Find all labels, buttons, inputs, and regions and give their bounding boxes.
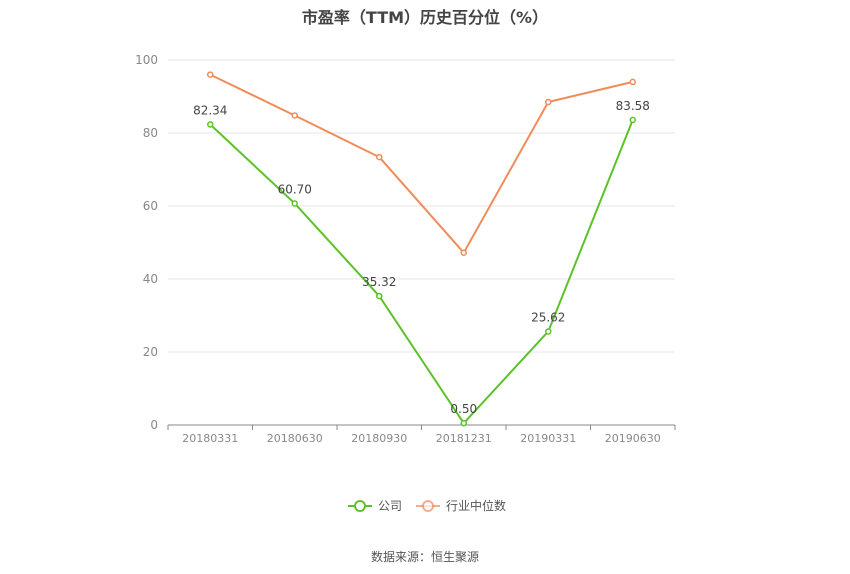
data-point <box>460 419 467 427</box>
legend-label: 行业中位数 <box>446 498 506 513</box>
data-label: 82.34 <box>193 103 227 117</box>
x-tick-label: 20190630 <box>605 432 661 445</box>
y-tick-label: 60 <box>143 199 158 213</box>
data-point <box>291 112 298 119</box>
data-label: 25.62 <box>531 310 565 324</box>
data-label: 83.58 <box>616 99 650 113</box>
series-line-公司 <box>209 119 634 425</box>
data-point <box>207 121 214 128</box>
y-tick-label: 0 <box>150 418 158 432</box>
chart-title: 市盈率（TTM）历史百分位（%） <box>301 8 549 27</box>
y-tick-label: 100 <box>135 53 158 67</box>
legend-marker-行业中位数 <box>422 500 434 512</box>
data-point <box>376 153 383 161</box>
data-point <box>545 328 552 335</box>
x-tick-label: 20180331 <box>182 432 238 445</box>
legend-label: 公司 <box>378 499 402 513</box>
x-tick-label: 20190331 <box>520 432 576 445</box>
data-point <box>629 116 636 124</box>
data-point <box>376 292 383 300</box>
y-tick-label: 40 <box>143 272 158 286</box>
x-tick-label: 20180630 <box>267 432 323 445</box>
y-tick-label: 80 <box>143 126 158 140</box>
data-point <box>291 200 298 207</box>
data-point <box>207 71 214 78</box>
data-point <box>545 98 552 106</box>
legend-marker-公司 <box>354 500 366 512</box>
data-label: 0.50 <box>450 402 477 416</box>
series-line-行业中位数 <box>209 73 633 254</box>
data-label: 35.32 <box>362 275 396 289</box>
y-tick-label: 20 <box>143 345 158 359</box>
data-source: 数据来源：恒生聚源 <box>370 550 479 564</box>
data-point <box>460 249 467 256</box>
x-tick-label: 20180930 <box>351 432 407 445</box>
x-tick-label: 20181231 <box>436 432 492 445</box>
data-point <box>629 78 636 86</box>
data-label: 60.70 <box>278 182 312 196</box>
